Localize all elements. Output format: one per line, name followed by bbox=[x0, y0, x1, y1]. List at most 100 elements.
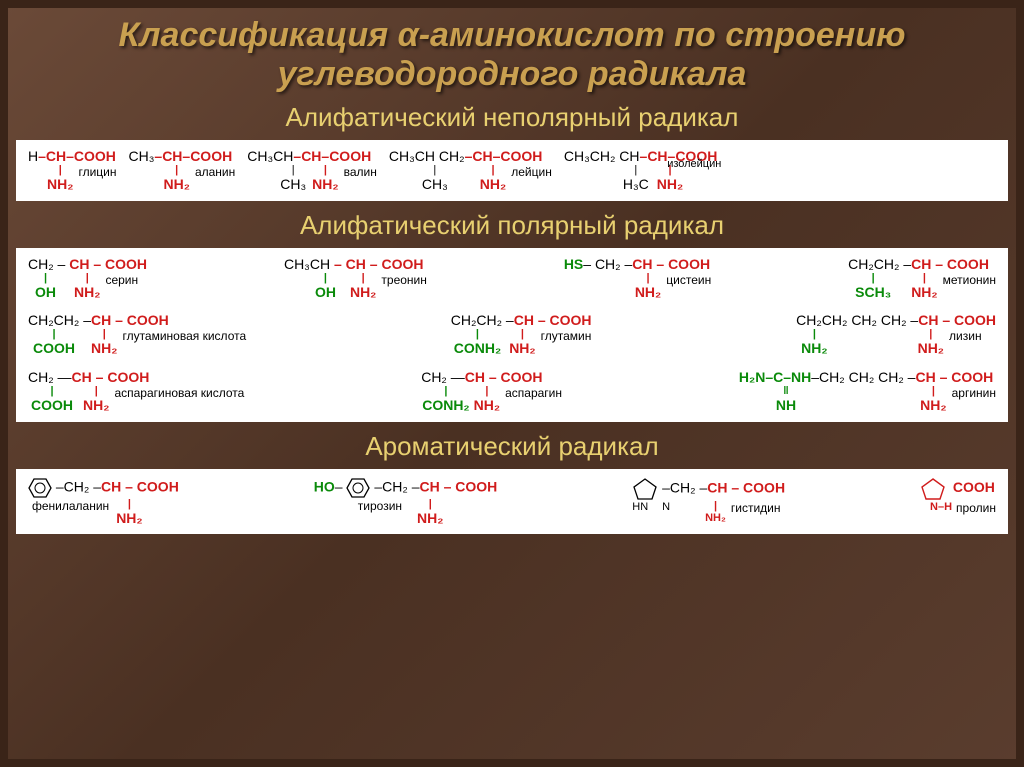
frag: –CH–COOH bbox=[38, 148, 116, 164]
frag: NH₂ bbox=[801, 340, 827, 357]
frag: NH bbox=[776, 397, 796, 414]
frag: NH₂ bbox=[417, 510, 443, 527]
frag: CH – COOH bbox=[915, 369, 993, 385]
frag: CH₃CH bbox=[247, 148, 293, 164]
frag: – CH₂ – bbox=[583, 256, 632, 272]
frag: HN bbox=[632, 501, 648, 525]
amino-isoleucine: CH₃CH₂ CH–CH–COOH |H₃C |NH₂ изолейцин bbox=[558, 144, 723, 197]
frag: – CH – COOH bbox=[334, 256, 423, 272]
frag: CH₃CH bbox=[284, 256, 334, 272]
amino-name: аргинин bbox=[948, 386, 996, 414]
frag: HS bbox=[564, 256, 583, 272]
frag: CH – COOH bbox=[514, 312, 592, 328]
amino-name: аланин bbox=[191, 165, 235, 193]
frag: CH₂ — bbox=[421, 369, 465, 385]
frag: H bbox=[28, 148, 38, 164]
frag: –CH₂ – bbox=[662, 479, 707, 495]
pyrrolidine-ring-icon bbox=[920, 477, 946, 501]
frag: CH – COOH bbox=[465, 369, 543, 385]
frag: CONH₂ bbox=[422, 397, 469, 414]
amino-glutamic: CH₂CH₂ –CH – COOH |COOH |NH₂ глутаминова… bbox=[22, 308, 252, 361]
frag: CH – COOH bbox=[91, 312, 169, 328]
polar-row-1: CH₂ – CH – COOH |OH |NH₂ серин CH₃CH – C… bbox=[22, 252, 1002, 305]
section-header-nonpolar: Алифатический неполярный радикал bbox=[8, 96, 1016, 137]
frag: CH₂ — bbox=[28, 369, 72, 385]
frag: –CH₂ – bbox=[56, 478, 101, 494]
benzene-ring-icon bbox=[28, 477, 52, 499]
amino-threonine: CH₃CH – CH – COOH |OH |NH₂ треонин bbox=[278, 252, 433, 305]
frag: NH₂ bbox=[480, 176, 506, 193]
polar-row-2: CH₂CH₂ –CH – COOH |COOH |NH₂ глутаминова… bbox=[22, 308, 1002, 361]
amino-phenylalanine: –CH₂ –CH – COOH фенилаланин |NH₂ bbox=[22, 473, 185, 531]
frag: CH₂CH₂ – bbox=[28, 312, 91, 328]
amino-asparagine: CH₂ —CH – COOH |CONH₂ |NH₂ аспарагин bbox=[415, 365, 568, 418]
amino-alanine: CH₃–CH–COOH |NH₂ аланин bbox=[122, 144, 241, 197]
title-line-1: Классификация α-аминокислот по строению bbox=[118, 16, 905, 54]
amino-aspartic: CH₂ —CH – COOH |COOH |NH₂ аспарагиновая … bbox=[22, 365, 250, 418]
frag: NH₂ bbox=[350, 284, 376, 301]
frag: NH₂ bbox=[918, 340, 944, 357]
amino-name: треонин bbox=[377, 273, 426, 301]
frag: N–H bbox=[930, 501, 952, 515]
frag: CH – COOH bbox=[101, 478, 179, 494]
frag: –CH₂ CH₂ CH₂ – bbox=[811, 369, 915, 385]
frag: COOH bbox=[950, 479, 995, 495]
frag: CH₂CH₂ – bbox=[848, 256, 911, 272]
amino-name: пролин bbox=[952, 501, 996, 515]
frag: NH₂ bbox=[705, 512, 726, 525]
frag: CH₃ bbox=[280, 176, 306, 193]
frag: COOH bbox=[33, 340, 75, 357]
amino-arginine: H₂N–C–NH–CH₂ CH₂ CH₂ –CH – COOH ‖NH |NH₂… bbox=[733, 365, 1002, 418]
amino-serine: CH₂ – CH – COOH |OH |NH₂ серин bbox=[22, 252, 153, 305]
frag: NH₂ bbox=[911, 284, 937, 301]
frag: CH – COOH bbox=[69, 256, 147, 272]
frag: –CH–COOH bbox=[465, 148, 543, 164]
frag: NH₂ bbox=[474, 397, 500, 414]
amino-name: изолейцин bbox=[663, 158, 721, 171]
amino-valine: CH₃CH–CH–COOH |CH₃ |NH₂ валин bbox=[241, 144, 383, 197]
page-title: Классификация α-аминокислот по строению … bbox=[8, 8, 1016, 96]
frag: NH₂ bbox=[509, 340, 535, 357]
amino-name: серин bbox=[101, 273, 138, 301]
frag: NH₂ bbox=[116, 510, 142, 527]
frag: CH₃CH₂ CH bbox=[564, 148, 640, 164]
polar-row-3: CH₂ —CH – COOH |COOH |NH₂ аспарагиновая … bbox=[22, 365, 1002, 418]
frag: NH₂ bbox=[635, 284, 661, 301]
frag: NH₂ bbox=[657, 176, 683, 193]
frag: SCH₃ bbox=[855, 284, 891, 301]
frag: CH₃ bbox=[128, 148, 154, 164]
amino-leucine: CH₃CH CH₂–CH–COOH |CH₃ |NH₂ лейцин bbox=[383, 144, 558, 197]
frag: CONH₂ bbox=[454, 340, 501, 357]
amino-name: лизин bbox=[945, 329, 982, 357]
title-line-2: углеводородного радикала bbox=[278, 55, 747, 93]
frag: COOH bbox=[31, 397, 73, 414]
frag: NH₂ bbox=[91, 340, 117, 357]
frag: H₃C bbox=[623, 176, 649, 193]
amino-name: глицин bbox=[74, 165, 116, 193]
amino-name: тирозин bbox=[354, 499, 402, 527]
amino-tyrosine: HO– –CH₂ –CH – COOH тирозин |NH₂ bbox=[308, 473, 504, 531]
frag: NH₂ bbox=[74, 284, 100, 301]
frag: –CH–COOH bbox=[293, 148, 371, 164]
frag: CH₂CH₂ CH₂ CH₂ – bbox=[796, 312, 918, 328]
frag: NH₂ bbox=[920, 397, 946, 414]
panel-polar: CH₂ – CH – COOH |OH |NH₂ серин CH₃CH – C… bbox=[16, 248, 1008, 422]
panel-nonpolar: H–CH–COOH |NH₂ глицин CH₃–CH–COOH |NH₂ а… bbox=[16, 140, 1008, 201]
frag: H₂N–C–NH bbox=[739, 369, 811, 385]
frag: OH bbox=[35, 284, 56, 301]
amino-name: глутаминовая кислота bbox=[118, 329, 246, 357]
amino-name: аспарагин bbox=[501, 386, 562, 414]
amino-lysine: CH₂CH₂ CH₂ CH₂ –CH – COOH |NH₂ |NH₂ лизи… bbox=[790, 308, 1002, 361]
frag: NH₂ bbox=[47, 176, 73, 193]
imidazole-ring-icon bbox=[632, 477, 658, 501]
amino-glycine: H–CH–COOH |NH₂ глицин bbox=[22, 144, 122, 197]
frag: –CH₂ – bbox=[374, 478, 419, 494]
amino-name: фенилаланин bbox=[28, 499, 109, 527]
amino-methionine: CH₂CH₂ –CH – COOH |SCH₃ |NH₂ метионин bbox=[842, 252, 1002, 305]
amino-glutamine: CH₂CH₂ –CH – COOH |CONH₂ |NH₂ глутамин bbox=[445, 308, 598, 361]
frag: HO bbox=[314, 478, 335, 494]
frag: NH₂ bbox=[163, 176, 189, 193]
section-header-aromatic: Ароматический радикал bbox=[8, 425, 1016, 466]
frag: CH₃CH CH₂ bbox=[389, 148, 465, 164]
benzene-ring-icon bbox=[346, 477, 370, 499]
